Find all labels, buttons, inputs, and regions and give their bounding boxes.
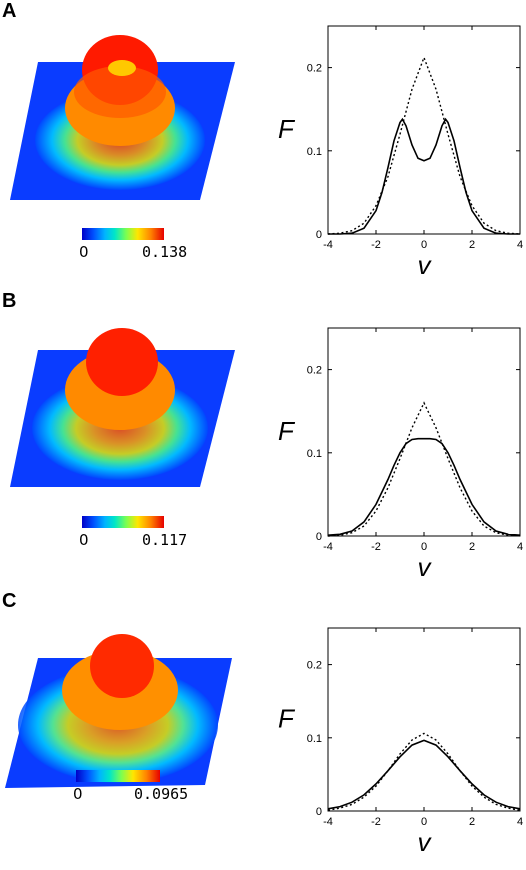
- y-axis-label: F: [278, 704, 296, 734]
- x-tick-label: -4: [323, 816, 333, 828]
- x-tick-label: 0: [421, 239, 427, 251]
- colorbar-min-label: 0: [79, 531, 89, 549]
- x-tick-label: 2: [469, 816, 475, 828]
- series-line-dotted: [327, 55, 521, 235]
- y-tick-label: 0.2: [307, 365, 322, 377]
- y-tick-label: 0.1: [307, 146, 322, 158]
- x-tick-label: 0: [421, 541, 427, 553]
- x-tick-label: 2: [469, 541, 475, 553]
- colorbar-min-label: 0: [79, 243, 89, 261]
- surface-plot: [10, 35, 235, 200]
- colorbar-min-label: 0: [73, 785, 83, 803]
- panel-letter: A: [2, 0, 17, 22]
- y-axis-label: F: [278, 416, 296, 446]
- surface-plot: [5, 634, 232, 788]
- x-tick-label: -4: [323, 239, 333, 251]
- series-line-solid: [327, 739, 521, 810]
- x-axis-label: v: [418, 827, 433, 857]
- colorbar: 0 0.117: [79, 516, 192, 556]
- y-tick-label: 0.1: [307, 448, 322, 460]
- panel-letter: B: [2, 290, 17, 312]
- colorbar-max-label: 0.138: [142, 243, 188, 261]
- colorbar: 0 0.0965: [73, 770, 216, 810]
- colorbar-max-label: 0.117: [142, 531, 188, 549]
- series-line-solid: [327, 437, 521, 536]
- series-line-dotted: [327, 732, 521, 811]
- x-axis-label: v: [418, 552, 433, 582]
- x-tick-label: -4: [323, 541, 333, 553]
- y-axis-label: F: [278, 114, 296, 144]
- y-tick-label: 0: [316, 806, 322, 818]
- plot-frame: [327, 627, 521, 812]
- chart-svg: -4 -2 0 2 4 0 0.1 0.2 Fv: [278, 627, 523, 857]
- y-tick-label: 0: [316, 229, 322, 241]
- x-tick-label: -2: [371, 541, 381, 553]
- colorbar-max-label: 0.0965: [134, 785, 189, 803]
- y-tick-label: 0.2: [307, 660, 322, 672]
- colorbar-gradient: [76, 770, 160, 782]
- x-tick-label: 0: [421, 816, 427, 828]
- y-tick-label: 0.1: [307, 733, 322, 745]
- y-tick-label: 0.2: [307, 63, 322, 75]
- colorbar-gradient: [82, 228, 164, 240]
- chart-svg: -4 -2 0 2 4 0 0.1 0.2 Fv: [278, 25, 523, 280]
- x-axis-label: v: [418, 250, 433, 280]
- series-line-dotted: [327, 401, 521, 537]
- x-tick-label: -2: [371, 239, 381, 251]
- colorbar: 0 0.138: [79, 228, 192, 268]
- x-tick-label: 4: [517, 239, 523, 251]
- x-tick-label: 4: [517, 816, 523, 828]
- panel-letter: C: [2, 590, 17, 612]
- chart-svg: -4 -2 0 2 4 0 0.1 0.2 Fv: [278, 327, 523, 582]
- x-tick-label: 4: [517, 541, 523, 553]
- x-tick-label: 2: [469, 239, 475, 251]
- series-line-solid: [328, 117, 520, 235]
- x-tick-label: -2: [371, 816, 381, 828]
- surface-plot: [10, 328, 235, 487]
- plot-frame: [327, 327, 521, 537]
- colorbar-gradient: [82, 516, 164, 528]
- y-tick-label: 0: [316, 531, 322, 543]
- plot-frame: [327, 25, 521, 235]
